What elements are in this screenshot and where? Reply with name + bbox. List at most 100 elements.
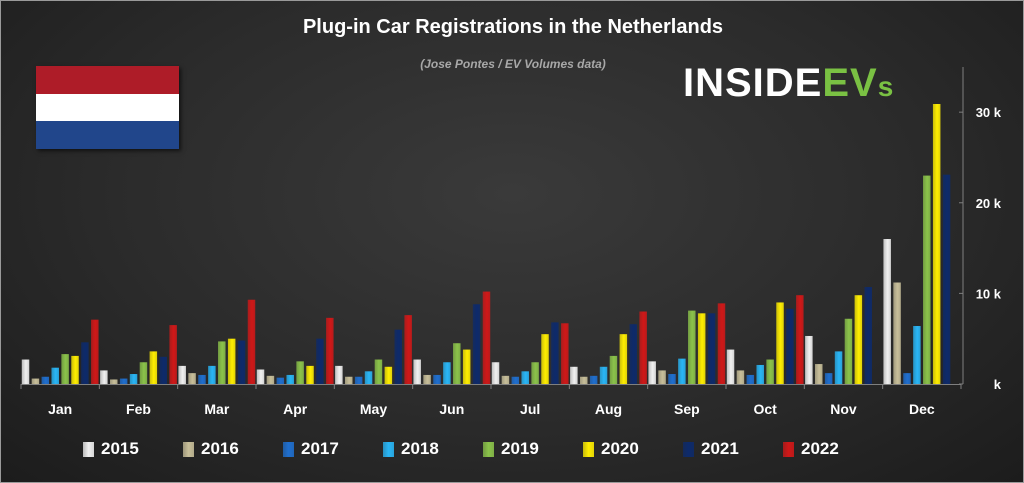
x-tick-label: Mar xyxy=(204,401,229,417)
bar-feb-2015 xyxy=(100,370,108,384)
bar-jan-2018 xyxy=(51,367,59,384)
bar-aug-2020 xyxy=(619,334,628,384)
legend-swatch xyxy=(83,441,94,457)
bar-jan-2020 xyxy=(71,355,79,384)
x-tick-label: Oct xyxy=(753,401,777,417)
bar-aug-2019 xyxy=(609,355,618,384)
bar-may-2019 xyxy=(374,359,383,384)
bar-apr-2022 xyxy=(326,317,334,384)
legend-swatch xyxy=(783,441,794,457)
bar-apr-2019 xyxy=(296,361,304,384)
bar-oct-2018 xyxy=(756,364,764,384)
legend-item-2022: 2022 xyxy=(783,437,883,461)
bar-may-2022 xyxy=(404,315,412,384)
legend-item-2018: 2018 xyxy=(383,437,483,461)
bar-feb-2020 xyxy=(149,351,158,384)
x-tick-label: Sep xyxy=(674,401,700,417)
legend-swatch xyxy=(283,441,294,457)
y-tick-label: 20 k xyxy=(976,196,1002,211)
bar-oct-2017 xyxy=(746,374,755,384)
bar-jun-2018 xyxy=(443,362,451,384)
chart-title: Plug-in Car Registrations in the Netherl… xyxy=(302,16,724,38)
bar-oct-2016 xyxy=(736,370,745,384)
x-tick-label: Aug xyxy=(595,401,622,417)
x-tick-label: Apr xyxy=(283,401,308,417)
bar-sep-2022 xyxy=(717,303,726,384)
bar-oct-2022 xyxy=(796,295,804,384)
bar-may-2018 xyxy=(364,371,373,384)
logo-inside: INSIDE xyxy=(683,61,823,105)
legend-item-2019: 2019 xyxy=(483,437,583,461)
bar-jul-2016 xyxy=(501,375,510,384)
bar-sep-2020 xyxy=(697,313,706,384)
bar-jun-2022 xyxy=(482,291,491,384)
legend-item-2021: 2021 xyxy=(683,437,783,461)
bar-sep-2018 xyxy=(678,358,686,384)
insideevs-logo: INSIDEEVs xyxy=(683,61,894,106)
x-tick-label: Jun xyxy=(439,401,464,417)
x-tick-label: Feb xyxy=(126,401,151,417)
bar-jan-2019 xyxy=(61,354,69,384)
bar-jan-2021 xyxy=(81,342,89,384)
bar-jul-2020 xyxy=(541,334,549,384)
bar-aug-2015 xyxy=(570,366,578,384)
bar-jun-2020 xyxy=(462,349,471,384)
bar-nov-2017 xyxy=(824,373,833,384)
bar-oct-2019 xyxy=(766,359,774,384)
bar-jan-2017 xyxy=(41,376,50,384)
bar-jan-2022 xyxy=(91,319,99,384)
bar-dec-2017 xyxy=(903,373,911,384)
bar-mar-2016 xyxy=(188,373,196,384)
bar-aug-2018 xyxy=(599,366,608,384)
chart-legend: 2015 2016 2017 2018 2019 2020 2021 2022 xyxy=(83,437,883,461)
bar-aug-2016 xyxy=(580,376,588,384)
legend-swatch xyxy=(683,441,694,457)
bar-jan-2015 xyxy=(21,359,30,384)
bar-jul-2019 xyxy=(531,362,539,384)
legend-item-2015: 2015 xyxy=(83,437,183,461)
bar-jun-2019 xyxy=(453,343,461,384)
bar-mar-2018 xyxy=(208,365,216,384)
bar-apr-2018 xyxy=(286,374,294,384)
y-tick-label: 10 k xyxy=(976,286,1002,301)
flag-white-stripe xyxy=(36,93,179,122)
bar-feb-2016 xyxy=(110,379,118,384)
y-tick-label: 30 k xyxy=(976,105,1002,120)
bar-oct-2015 xyxy=(726,349,735,384)
legend-label: 2018 xyxy=(401,439,439,458)
bar-apr-2016 xyxy=(266,375,275,384)
bar-may-2015 xyxy=(335,365,343,384)
bar-may-2020 xyxy=(384,366,393,384)
legend-label: 2020 xyxy=(601,439,639,458)
bar-nov-2016 xyxy=(815,364,823,384)
bar-jul-2015 xyxy=(491,362,500,384)
bar-jun-2015 xyxy=(413,359,421,384)
bar-may-2016 xyxy=(345,376,353,384)
bar-sep-2021 xyxy=(707,313,716,384)
bar-aug-2021 xyxy=(629,324,637,384)
bar-feb-2021 xyxy=(159,356,167,384)
bar-sep-2016 xyxy=(658,370,666,384)
bar-apr-2020 xyxy=(306,365,314,384)
bar-mar-2022 xyxy=(247,299,256,384)
bar-sep-2019 xyxy=(688,310,696,384)
bar-dec-2018 xyxy=(913,326,921,384)
chart-subtitle: (Jose Pontes / EV Volumes data) xyxy=(420,57,606,71)
bar-nov-2021 xyxy=(864,287,872,384)
bar-oct-2021 xyxy=(786,308,794,384)
x-tick-label: May xyxy=(360,401,387,417)
bar-feb-2017 xyxy=(119,378,128,384)
bar-mar-2021 xyxy=(237,340,246,384)
bar-jun-2016 xyxy=(423,374,431,384)
legend-swatch xyxy=(383,441,394,457)
bar-apr-2015 xyxy=(256,369,265,384)
x-tick-label: Jul xyxy=(520,401,540,417)
y-tick-label: k xyxy=(994,377,1002,392)
bar-aug-2017 xyxy=(589,375,598,384)
bar-dec-2019 xyxy=(923,175,931,384)
bar-jun-2021 xyxy=(472,304,481,384)
bar-apr-2021 xyxy=(316,338,324,384)
flag-blue-stripe xyxy=(36,121,179,150)
